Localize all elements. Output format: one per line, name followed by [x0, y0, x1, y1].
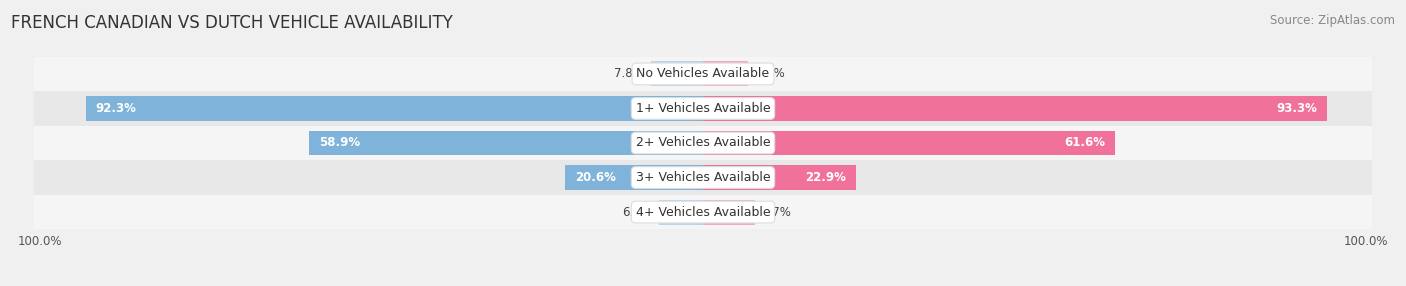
- Text: 22.9%: 22.9%: [806, 171, 846, 184]
- Bar: [34, 91, 1372, 126]
- Bar: [703, 165, 856, 190]
- Bar: [565, 165, 703, 190]
- Text: 58.9%: 58.9%: [319, 136, 360, 150]
- Text: 4+ Vehicles Available: 4+ Vehicles Available: [636, 206, 770, 219]
- Text: 100.0%: 100.0%: [1344, 235, 1389, 247]
- Text: 3+ Vehicles Available: 3+ Vehicles Available: [636, 171, 770, 184]
- Text: 6.8%: 6.8%: [755, 67, 785, 80]
- Bar: [703, 96, 1327, 121]
- Text: 2+ Vehicles Available: 2+ Vehicles Available: [636, 136, 770, 150]
- Bar: [651, 61, 703, 86]
- Bar: [659, 200, 703, 225]
- Text: 6.6%: 6.6%: [623, 206, 652, 219]
- Text: FRENCH CANADIAN VS DUTCH VEHICLE AVAILABILITY: FRENCH CANADIAN VS DUTCH VEHICLE AVAILAB…: [11, 14, 453, 32]
- Text: Source: ZipAtlas.com: Source: ZipAtlas.com: [1270, 14, 1395, 27]
- Bar: [34, 126, 1372, 160]
- Text: 7.8%: 7.8%: [614, 67, 644, 80]
- Bar: [34, 160, 1372, 195]
- Bar: [703, 131, 1115, 155]
- Bar: [86, 96, 703, 121]
- Text: No Vehicles Available: No Vehicles Available: [637, 67, 769, 80]
- Bar: [34, 195, 1372, 229]
- Bar: [309, 131, 703, 155]
- Bar: [34, 57, 1372, 91]
- Text: 93.3%: 93.3%: [1277, 102, 1317, 115]
- Text: 7.7%: 7.7%: [761, 206, 792, 219]
- Text: 92.3%: 92.3%: [96, 102, 136, 115]
- Text: 20.6%: 20.6%: [575, 171, 616, 184]
- Text: 61.6%: 61.6%: [1064, 136, 1105, 150]
- Bar: [703, 61, 748, 86]
- Text: 100.0%: 100.0%: [17, 235, 62, 247]
- Text: 1+ Vehicles Available: 1+ Vehicles Available: [636, 102, 770, 115]
- Bar: [703, 200, 755, 225]
